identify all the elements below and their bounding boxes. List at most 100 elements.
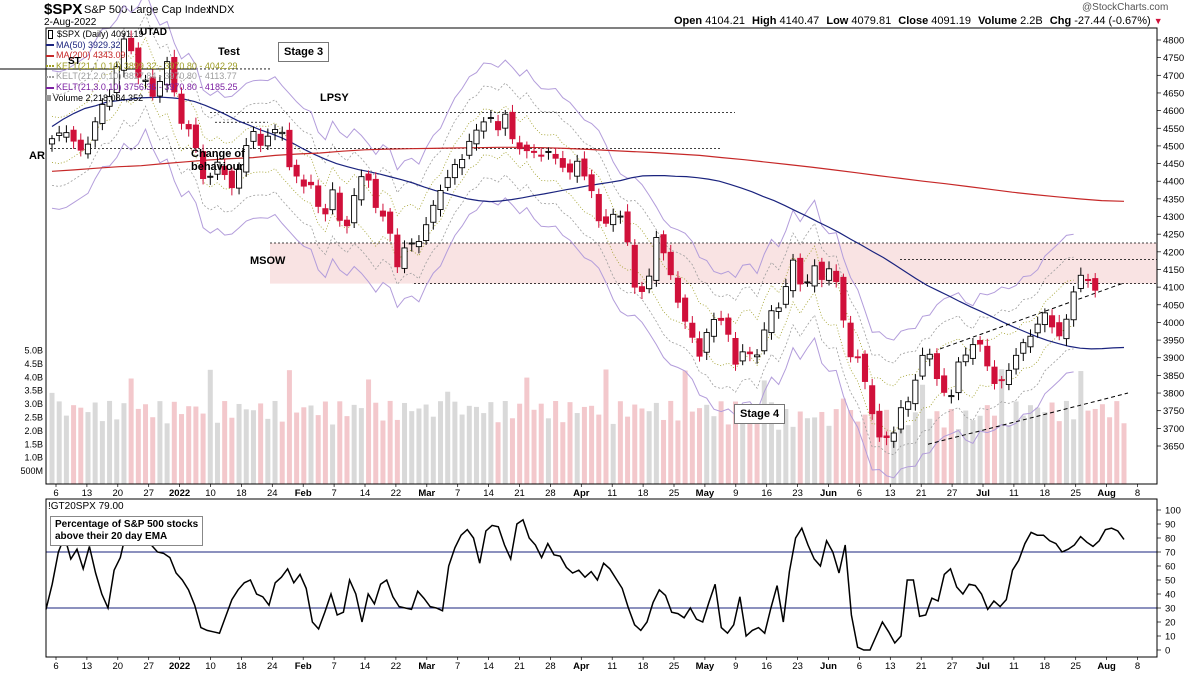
candle-body — [660, 234, 667, 254]
candle-body — [286, 129, 293, 168]
volume-bar — [488, 402, 494, 484]
x-tick-label: Jul — [976, 661, 990, 672]
volume-bar — [589, 405, 595, 484]
candle-body — [1041, 312, 1048, 326]
volume-bar — [337, 401, 343, 484]
price-tick-label: 4700 — [1163, 71, 1184, 82]
x-tick-label: 14 — [360, 661, 371, 672]
x-tick-label: 9 — [733, 488, 738, 499]
candle-body — [574, 160, 581, 177]
volume-bar — [754, 407, 760, 484]
legend-item: KELT(21,1.0,10) 3899.32 - 3970.80 - 4042… — [46, 61, 237, 72]
x-tick-label: 8 — [1135, 661, 1140, 672]
volume-bar — [366, 379, 372, 484]
volume-bar — [107, 400, 113, 484]
volume-bar — [783, 409, 789, 484]
candle-body — [833, 270, 840, 283]
x-tick-label: 6 — [857, 661, 862, 672]
volume-bar — [840, 398, 846, 484]
legend-swatch-icon — [46, 76, 54, 78]
volume-bar — [538, 403, 544, 484]
volume-bar — [653, 402, 659, 484]
lower-panel-note-line2: above their 20 day EMA — [55, 531, 168, 542]
annotation-change-of-behaviour: Change of behaviour — [191, 148, 245, 174]
volume-bar — [977, 415, 983, 484]
kelt2-upper-line — [51, 13, 1074, 364]
volume-bar — [934, 411, 940, 484]
volume-bar — [646, 411, 652, 484]
volume-bar — [970, 420, 976, 484]
volume-bar — [617, 401, 623, 484]
candle-body — [250, 131, 257, 142]
candle-body — [825, 268, 833, 281]
volume-bar — [250, 410, 256, 484]
breadth-tick-label: 80 — [1165, 534, 1176, 545]
volume-bar — [1099, 404, 1105, 484]
volume-bar — [1085, 410, 1091, 484]
price-tick-label: 4650 — [1163, 88, 1184, 99]
x-tick-label: 18 — [236, 488, 247, 499]
volume-bar — [279, 421, 285, 484]
x-tick-label: 6 — [53, 661, 58, 672]
candle-body — [610, 213, 617, 226]
legend-item: KELT(21,2.0,10) 3827.84 - 3970.80 - 4113… — [46, 71, 237, 82]
volume-bar — [876, 422, 882, 484]
candle-body — [1077, 274, 1084, 289]
price-tick-label: 4500 — [1163, 141, 1184, 152]
candle-body — [869, 385, 876, 415]
volume-bar — [697, 408, 703, 484]
candle-body — [818, 261, 825, 280]
candle-body — [566, 163, 574, 173]
candle-body — [624, 211, 631, 243]
candle-body — [70, 129, 77, 142]
candle-body — [257, 133, 264, 146]
price-tick-label: 4150 — [1163, 265, 1184, 276]
price-tick-label: 4550 — [1163, 124, 1184, 135]
volume-bar — [495, 422, 501, 484]
candle-body — [883, 435, 890, 438]
candle-body — [1056, 322, 1063, 337]
volume-bar — [200, 413, 206, 484]
candle-body — [271, 129, 279, 134]
volume-bar — [121, 403, 127, 484]
volume-bar — [358, 408, 364, 484]
volume-tick-label: 2.5B — [24, 413, 43, 423]
volume-bar — [315, 415, 321, 484]
candle-body — [933, 353, 940, 380]
candle-body — [106, 96, 113, 107]
volume-bar — [186, 406, 192, 484]
volume-bar — [143, 404, 149, 484]
ma50-line — [51, 96, 1125, 350]
candle-body — [897, 407, 905, 430]
breadth-tick-label: 90 — [1165, 520, 1176, 531]
candle-body — [876, 410, 883, 438]
volume-bar — [725, 424, 731, 484]
x-tick-label: 16 — [761, 661, 772, 672]
x-tick-label: 24 — [267, 661, 278, 672]
candle-body — [962, 354, 969, 363]
volume-bar — [999, 369, 1005, 484]
x-tick-label: 2022 — [169, 488, 190, 499]
candle-body — [171, 56, 178, 93]
chg-label: Chg — [1049, 15, 1072, 27]
candle-body — [595, 194, 602, 222]
legend-swatch-icon — [46, 54, 54, 57]
x-tick-label: 16 — [761, 488, 772, 499]
volume-bar — [761, 380, 767, 484]
candle-body — [919, 354, 926, 377]
x-tick-label: 7 — [455, 661, 460, 672]
legend-swatch-icon — [46, 44, 54, 47]
lower-panel-title: !GT20SPX 79.00 — [48, 501, 124, 512]
volume-bar — [150, 417, 156, 484]
kelt2-lower-line — [51, 105, 1074, 456]
candle-body — [631, 244, 638, 288]
x-tick-label: 11 — [1009, 488, 1019, 499]
candle-body — [689, 322, 696, 338]
volume-label: Volume — [978, 15, 1018, 27]
low-label: Low — [826, 15, 849, 27]
volume-bar — [1121, 423, 1127, 484]
breadth-tick-label: 50 — [1165, 576, 1176, 587]
candle-body — [739, 351, 746, 362]
x-tick-label: 18 — [638, 488, 649, 499]
